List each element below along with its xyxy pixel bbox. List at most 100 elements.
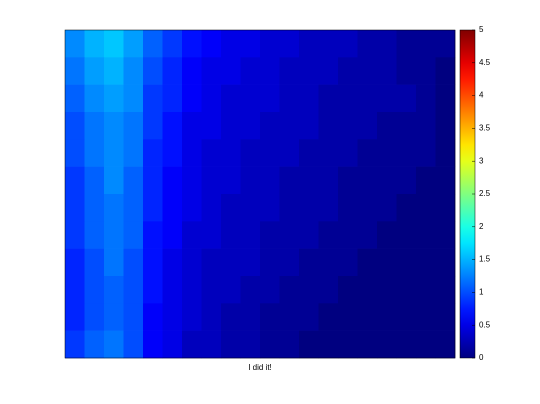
heatmap-cell: [279, 194, 300, 222]
heatmap-cell: [338, 330, 358, 359]
heatmap-cell: [260, 248, 280, 277]
heatmap-cell: [357, 112, 378, 140]
heatmap-cell: [338, 84, 358, 113]
heatmap-cell: [104, 276, 124, 304]
heatmap-cell: [201, 57, 222, 85]
heatmap-cell: [201, 30, 222, 58]
heatmap-cell: [182, 139, 202, 167]
colorbar-tick-label: 3.5: [479, 124, 491, 133]
heatmap-cell: [201, 303, 222, 331]
heatmap-cell: [221, 166, 241, 195]
heatmap-cell: [162, 30, 183, 58]
heatmap-cell: [279, 84, 300, 113]
heatmap-cell: [240, 84, 261, 113]
heatmap-cell: [240, 194, 261, 222]
colorbar-tick-label: 0: [479, 353, 484, 362]
heatmap-cell: [299, 221, 319, 249]
heatmap-cell: [182, 84, 202, 113]
heatmap-cell: [435, 248, 456, 277]
heatmap-cell: [318, 221, 339, 249]
heatmap-cell: [123, 221, 144, 249]
colorbar-tick-label: 0.5: [479, 320, 491, 329]
heatmap-cell: [279, 221, 300, 249]
heatmap-cell: [240, 248, 261, 277]
heatmap-cell: [104, 303, 124, 331]
plot-frame: [64, 29, 456, 359]
heatmap-cell: [162, 194, 183, 222]
heatmap-cell: [84, 248, 105, 277]
heatmap-cell: [182, 57, 202, 85]
heatmap-cell: [260, 166, 280, 195]
heatmap-cell: [377, 303, 397, 331]
heatmap-cell: [279, 112, 300, 140]
heatmap-cell: [416, 221, 436, 249]
heatmap-cell: [84, 221, 105, 249]
heatmap-cell: [396, 330, 417, 359]
heatmap-cell: [143, 221, 163, 249]
heatmap-cell: [299, 112, 319, 140]
heatmap-cell: [240, 57, 261, 85]
heatmap-cell: [260, 303, 280, 331]
heatmap-cell: [201, 112, 222, 140]
heatmap-cell: [435, 303, 456, 331]
heatmap-cell: [65, 194, 85, 222]
heatmap-cell: [201, 276, 222, 304]
heatmap-cell: [377, 112, 397, 140]
heatmap-cell: [396, 30, 417, 58]
heatmap-cell: [201, 330, 222, 359]
colorbar-tick-label: 5: [479, 25, 484, 34]
heatmap-cell: [201, 248, 222, 277]
heatmap-cell: [221, 330, 241, 359]
heatmap-cell: [162, 84, 183, 113]
heatmap-cell: [299, 194, 319, 222]
heatmap-cell: [162, 166, 183, 195]
heatmap-cell: [338, 112, 358, 140]
heatmap-cell: [162, 330, 183, 359]
heatmap-cell: [318, 166, 339, 195]
colorbar-tick-label: 3: [479, 156, 484, 165]
heatmap-cell: [435, 194, 456, 222]
heatmap-cell: [318, 57, 339, 85]
heatmap-cell: [260, 57, 280, 85]
heatmap-cell: [435, 57, 456, 85]
heatmap-cell: [279, 276, 300, 304]
heatmap-cell: [396, 57, 417, 85]
heatmap-cell: [240, 112, 261, 140]
heatmap-cell: [221, 112, 241, 140]
heatmap-cell: [84, 330, 105, 359]
heatmap-cell: [279, 166, 300, 195]
heatmap-cell: [416, 303, 436, 331]
heatmap-cell: [396, 248, 417, 277]
heatmap-cell: [162, 139, 183, 167]
heatmap-cell: [221, 248, 241, 277]
heatmap-cell: [84, 57, 105, 85]
heatmap-cell: [84, 30, 105, 58]
heatmap-cell: [123, 84, 144, 113]
heatmap-cell: [357, 276, 378, 304]
heatmap-cell: [143, 194, 163, 222]
colorbar-tick-label: 2.5: [479, 189, 491, 198]
heatmap-cell: [279, 139, 300, 167]
heatmap-cell: [84, 139, 105, 167]
heatmap-cell: [435, 84, 456, 113]
heatmap-cell: [357, 248, 378, 277]
heatmap-cell: [318, 84, 339, 113]
heatmap-cell: [240, 139, 261, 167]
heatmap-cell: [123, 248, 144, 277]
heatmap-cell: [377, 30, 397, 58]
heatmap-cell: [338, 57, 358, 85]
heatmap-cell: [396, 112, 417, 140]
heatmap-cell: [377, 248, 397, 277]
heatmap-cell: [299, 166, 319, 195]
colorbar-tick-label: 4: [479, 91, 484, 100]
heatmap-cell: [182, 166, 202, 195]
heatmap-cell: [143, 84, 163, 113]
heatmap-cell: [416, 330, 436, 359]
heatmap-cell: [260, 84, 280, 113]
heatmap-cell: [104, 166, 124, 195]
heatmap-cell: [416, 57, 436, 85]
heatmap-cell: [201, 221, 222, 249]
heatmap-cell: [416, 248, 436, 277]
heatmap-cell: [377, 57, 397, 85]
